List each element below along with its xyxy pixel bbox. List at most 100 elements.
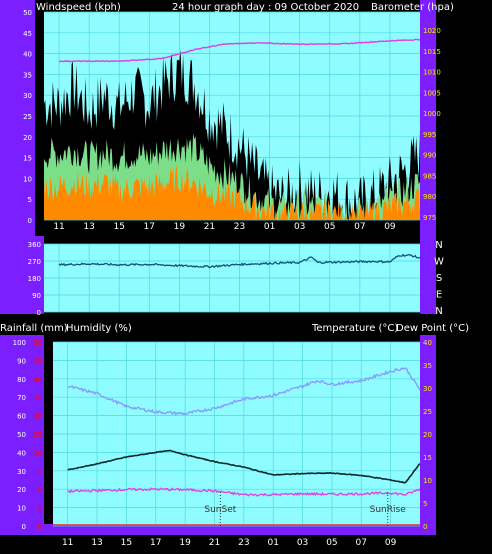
series-temperature — [67, 449, 421, 484]
chart3-y-rain-tick: 35 — [33, 394, 42, 402]
chart3-y-humidity-tick: 60 — [17, 413, 26, 421]
chart3-y-right-tick: 10 — [423, 477, 432, 485]
chart3-y-rain-tick: 15 — [33, 468, 42, 476]
chart3-right-frame — [420, 335, 436, 535]
chart3-x-tick: 09 — [385, 538, 397, 548]
chart2-y-left-tick: 0 — [37, 309, 41, 317]
chart1-y-left-tick: 10 — [23, 175, 32, 183]
chart3-y-right-tick: 5 — [423, 500, 427, 508]
annotation-label: SunSet — [204, 505, 236, 515]
chart3-y-right-tick: 35 — [423, 362, 432, 370]
chart3-y-right-tick: 30 — [423, 385, 432, 393]
chart1-y-right-tick: 1015 — [423, 48, 441, 56]
chart1-x-tick: 15 — [113, 222, 124, 232]
chart3-x-tick: 21 — [209, 538, 220, 548]
chart3-y-rain-tick: 50 — [33, 339, 42, 347]
chart1-y-right-tick: 1010 — [423, 69, 441, 77]
chart3-y-humidity-tick: 50 — [17, 431, 26, 439]
series-humidity — [67, 367, 421, 416]
chart1-x-tick: 09 — [384, 222, 396, 232]
compass-label: S — [436, 273, 442, 284]
chart3-y-rain-tick: 30 — [33, 413, 42, 421]
header-graph-title: 24 hour graph day : 09 October 2020 — [172, 2, 359, 13]
compass-label: N — [435, 240, 442, 251]
chart3-left-frame — [0, 335, 44, 535]
chart3-y-right-tick: 25 — [423, 408, 432, 416]
chart1-y-right-tick: 985 — [423, 172, 436, 180]
chart3-y-right-tick: 0 — [423, 523, 427, 531]
chart2-y-left-tick: 90 — [32, 292, 41, 300]
chart3-x-tick: 13 — [91, 538, 102, 548]
chart1-y-left-tick: 50 — [23, 9, 32, 17]
chart1-x-tick: 03 — [294, 222, 305, 232]
chart3-x-tick: 03 — [297, 538, 308, 548]
chart1-x-tick: 07 — [354, 222, 365, 232]
chart1-y-right-tick: 990 — [423, 152, 436, 160]
chart1-x-tick: 01 — [264, 222, 275, 232]
chart3-x-tick: 01 — [267, 538, 278, 548]
chart2-y-left-tick: 360 — [28, 241, 41, 249]
header-windspeed-label: Windspeed (kph) — [36, 2, 121, 13]
annotation-label: SunRise — [370, 505, 407, 515]
chart3-y-rain-tick: 20 — [33, 449, 42, 457]
chart3-bottom-frame — [44, 524, 420, 535]
rainfall-label: Rainfall (mm) — [0, 323, 68, 334]
chart1-left-frame — [0, 0, 35, 236]
chart3-x-tick: 17 — [150, 538, 161, 548]
chart1-y-right-tick: 1020 — [423, 27, 441, 35]
chart1-x-tick: 23 — [234, 222, 245, 232]
chart1-y-right-tick: 1000 — [423, 110, 441, 118]
chart1-y-right-tick: 975 — [423, 214, 436, 222]
chart1-y-left-tick: 0 — [28, 217, 32, 225]
chart3-y-humidity-tick: 40 — [17, 449, 26, 457]
chart1-x-tick: 21 — [204, 222, 215, 232]
chart3-y-rain-tick: 40 — [33, 376, 42, 384]
chart3-x-tick: 07 — [356, 538, 367, 548]
series-dewpoint — [67, 487, 421, 497]
header-barometer-label: Barometer (hpa) — [371, 2, 454, 13]
chart1-y-left-tick: 5 — [28, 196, 32, 204]
chart3-y-humidity-tick: 100 — [13, 339, 26, 347]
chart2-y-left-tick: 180 — [28, 275, 41, 283]
chart3-y-humidity-tick: 10 — [17, 505, 26, 513]
chart1-x-tick: 05 — [324, 222, 335, 232]
chart1-x-tick: 17 — [144, 222, 155, 232]
chart3-y-rain-tick: 0 — [38, 523, 42, 531]
series-barometer — [58, 38, 421, 63]
chart3-y-humidity-tick: 90 — [17, 357, 26, 365]
chart3-y-humidity-tick: 20 — [17, 486, 26, 494]
chart1-x-tick: 19 — [174, 222, 186, 232]
chart1-y-left-tick: 40 — [23, 51, 32, 59]
chart1-y-left-tick: 15 — [23, 155, 32, 163]
chart3-x-tick: 15 — [121, 538, 132, 548]
humidity-label: Humidity (%) — [66, 323, 132, 334]
chart1-y-left-tick: 25 — [23, 113, 32, 121]
chart3-x-tick: 11 — [62, 538, 73, 548]
chart1-y-left-tick: 30 — [23, 92, 32, 100]
chart1-y-left-tick: 45 — [23, 30, 32, 38]
chart3-y-humidity-tick: 0 — [22, 523, 26, 531]
chart1-right-frame — [420, 0, 436, 236]
series-direction — [58, 253, 421, 269]
chart2-left-frame — [0, 236, 44, 314]
chart1-x-tick: 11 — [53, 222, 64, 232]
chart2-right-frame — [420, 236, 436, 314]
chart1-y-right-tick: 1005 — [423, 89, 441, 97]
chart3-y-rain-tick: 45 — [33, 357, 42, 365]
dewpoint-label: Dew Point (°C) — [396, 323, 469, 334]
chart1-y-right-tick: 995 — [423, 131, 436, 139]
chart3-y-humidity-tick: 30 — [17, 468, 26, 476]
chart3-y-humidity-tick: 70 — [17, 394, 26, 402]
chart3-x-tick: 19 — [179, 538, 191, 548]
compass-label: W — [434, 257, 444, 268]
temperature-label: Temperature (°C) — [311, 323, 398, 334]
chart1-y-left-tick: 20 — [23, 134, 32, 142]
chart1-x-tick: 13 — [83, 222, 94, 232]
chart3-x-tick: 23 — [238, 538, 249, 548]
chart2-y-left-tick: 270 — [28, 258, 41, 266]
series-wind-low — [44, 165, 420, 220]
chart3-y-humidity-tick: 80 — [17, 376, 26, 384]
chart3-y-rain-tick: 25 — [33, 431, 42, 439]
